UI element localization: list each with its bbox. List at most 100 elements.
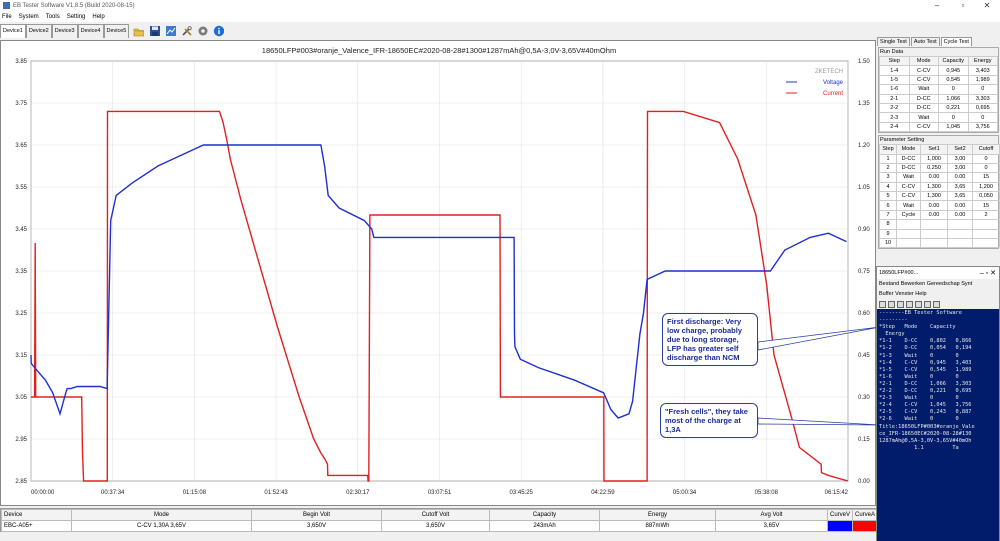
y-right-tick-label: 0.75 xyxy=(858,269,870,275)
run-data-cell: 0,545 xyxy=(938,74,969,86)
parameter-row[interactable]: 9 xyxy=(879,228,1000,240)
run-header-step: Step xyxy=(879,55,910,67)
parameter-cell: 0 xyxy=(972,153,1000,164)
summary-header-device: Device xyxy=(1,509,72,521)
summary-avg-volt: 3,65V xyxy=(715,520,828,532)
terminal-line: --------- xyxy=(879,317,908,324)
parameter-row[interactable]: 5 C-CV 1,300 3,65 0,050 xyxy=(879,191,1000,202)
run-data-row[interactable]: 2-3 Wait 0 0 xyxy=(879,112,998,123)
tab-device2[interactable]: Device2 xyxy=(25,24,52,38)
terminal-cut-icon[interactable] xyxy=(924,300,931,308)
terminal-line: *1-5 C-CV 0,545 1,989 xyxy=(879,366,972,373)
parameter-row[interactable]: 10 xyxy=(879,238,1000,249)
curve-v-swatch[interactable] xyxy=(827,520,853,532)
run-data-row[interactable]: 1-6 Wait 0 0 xyxy=(879,84,998,95)
param-header-mode: Mode xyxy=(896,144,921,155)
tab-cycle-test[interactable]: Cycle Test xyxy=(940,37,972,46)
parameter-row[interactable]: 2 D-CC 0,250 3,00 0 xyxy=(879,162,1000,174)
parameter-row[interactable]: 8 xyxy=(879,219,1000,230)
parameter-row[interactable]: 6 Wait 0.00 0.00 15 xyxy=(879,200,1000,211)
menu-file[interactable]: File xyxy=(2,13,12,20)
y-right-tick-label: 1.05 xyxy=(858,185,870,191)
run-data-row[interactable]: 1-4 C-CV 0,945 3,403 xyxy=(879,65,998,76)
param-header-set1: Set1 xyxy=(920,144,948,155)
parameter-cell xyxy=(896,228,921,240)
terminal-menu-line1[interactable]: Bestand Bewerken Gereedschap Synt xyxy=(879,281,973,287)
tab-device5[interactable]: Device5 xyxy=(103,24,130,38)
parameter-row[interactable]: 3 Wait 0.00 0.00 15 xyxy=(879,172,1000,183)
parameter-cell: 1,200 xyxy=(972,181,1000,193)
run-data-cell: 1,989 xyxy=(967,74,998,86)
terminal-save-icon[interactable] xyxy=(897,300,904,308)
maximize-button[interactable]: ▫ xyxy=(961,1,965,10)
terminal-line: Energy xyxy=(879,331,905,338)
run-data-row[interactable]: 2-2 D-CC 0,221 0,695 xyxy=(879,102,998,114)
curve-a-swatch[interactable] xyxy=(852,520,878,532)
close-button[interactable]: ✕ xyxy=(983,1,991,10)
parameter-cell: 3,00 xyxy=(947,153,973,164)
tools-icon[interactable] xyxy=(180,25,193,38)
terminal-new-icon[interactable] xyxy=(879,300,886,308)
chart-export-icon[interactable] xyxy=(164,25,177,38)
terminal-print-icon[interactable] xyxy=(906,300,913,308)
tab-device4[interactable]: Device4 xyxy=(77,24,104,38)
test-mode-tabs: Single Test Auto Test Cycle Test xyxy=(877,34,1000,46)
tab-single-test[interactable]: Single Test xyxy=(877,37,910,46)
parameter-cell: 1,000 xyxy=(920,153,948,164)
parameter-cell: 1 xyxy=(879,153,897,164)
parameter-cell xyxy=(896,238,921,249)
run-data-cell: 0 xyxy=(967,84,998,95)
minimize-button[interactable]: – xyxy=(934,1,940,10)
y-left-ticks: 3.85 3.75 3.65 3.55 3.45 3.35 3.25 3.15 3.05 2.95… xyxy=(15,59,27,485)
summary-energy: 887mWh xyxy=(599,520,716,532)
x-tick-label: 01:15:08 xyxy=(183,490,207,496)
terminal-line: *2-3 Wait 0 0 xyxy=(879,395,959,402)
parameter-row[interactable]: 4 C-CV 1,300 3,65 1,200 xyxy=(879,181,1000,193)
run-data-row[interactable]: 1-5 C-CV 0,545 1,989 xyxy=(879,74,998,86)
menu-bar: File System Tools Setting Help xyxy=(0,11,1000,22)
settings-icon[interactable] xyxy=(196,25,209,38)
parameter-cell: 2 xyxy=(972,209,1000,221)
y-left-tick-label: 3.15 xyxy=(15,353,27,359)
y-right-tick-label: 1.35 xyxy=(858,101,870,107)
parameter-cell: 0.00 xyxy=(947,172,973,183)
tab-auto-test[interactable]: Auto Test xyxy=(910,37,940,46)
run-data-row[interactable]: 2-4 C-CV 1,045 3,756 xyxy=(879,121,998,133)
terminal-find-icon[interactable] xyxy=(915,300,922,308)
parameter-cell: 4 xyxy=(879,181,897,193)
parameter-cell: 0.00 xyxy=(920,172,948,183)
menu-tools[interactable]: Tools xyxy=(45,13,60,20)
parameter-row[interactable]: 1 D-CC 1,000 3,00 0 xyxy=(879,153,1000,164)
callout-first-discharge: First discharge: Very low charge, probab… xyxy=(662,313,758,366)
run-data-cell: 0 xyxy=(967,112,998,123)
parameter-cell xyxy=(972,238,1000,249)
terminal-output: --------EB Tester Software --------- *Step… xyxy=(877,309,999,541)
run-data-row[interactable]: 2-1 D-CC 1,066 3,303 xyxy=(879,93,998,104)
parameter-cell: 0 xyxy=(972,162,1000,174)
save-icon[interactable] xyxy=(148,25,161,38)
run-header-mode: Mode xyxy=(908,55,939,67)
menu-help[interactable]: Help xyxy=(92,13,105,20)
terminal-line: *2-5 C-CV 0,243 0,887 xyxy=(879,409,972,416)
menu-system[interactable]: System xyxy=(18,13,39,20)
tab-device1[interactable]: Device1 xyxy=(0,24,26,38)
parameter-row[interactable]: 7 Cycle 0.00 0.00 2 xyxy=(879,209,1000,221)
y-right-tick-label: 0.60 xyxy=(858,311,870,317)
terminal-window-controls[interactable]: – ▫ ✕ xyxy=(979,270,996,277)
tab-device3[interactable]: Device3 xyxy=(51,24,78,38)
parameter-cell: 0,250 xyxy=(920,162,948,174)
run-data-cell: 2-1 xyxy=(879,93,910,104)
parameter-cell: 5 xyxy=(879,191,897,202)
info-icon[interactable] xyxy=(212,25,225,38)
terminal-copy-icon[interactable] xyxy=(933,300,940,308)
run-data-cell: 1-4 xyxy=(879,65,910,76)
parameter-cell: 15 xyxy=(972,172,1000,183)
parameter-cell: 0.00 xyxy=(920,209,948,221)
parameter-cell: 0.00 xyxy=(920,200,948,211)
open-folder-icon[interactable] xyxy=(132,25,145,38)
terminal-menu-line2[interactable]: Buffer Venster Help xyxy=(879,291,927,297)
param-header-cutoff: Cutoff xyxy=(972,144,1000,155)
terminal-open-icon[interactable] xyxy=(888,300,895,308)
parameter-cell: C-CV xyxy=(896,181,921,193)
menu-setting[interactable]: Setting xyxy=(66,13,86,20)
